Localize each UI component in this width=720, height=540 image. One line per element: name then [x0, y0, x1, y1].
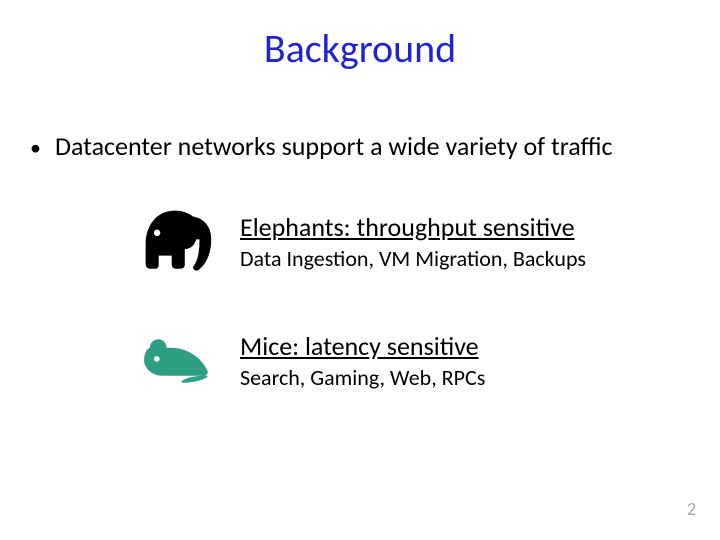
page-number: 2 [687, 498, 696, 520]
slide-title: Background [0, 24, 720, 73]
mice-sub: Search, Gaming, Web, RPCs [240, 364, 485, 391]
elephant-icon [130, 210, 220, 272]
slide: Background • Datacenter networks support… [0, 0, 720, 540]
elephants-sub: Data Ingestion, VM Migration, Backups [240, 245, 586, 272]
item-elephants: Elephants: throughput sensitive Data Ing… [130, 210, 586, 272]
bullet-text: Datacenter networks support a wide varie… [55, 130, 613, 162]
item-mice: Mice: latency sensitive Search, Gaming, … [130, 330, 485, 391]
mice-heading: Mice: latency sensitive [240, 330, 485, 362]
elephants-heading: Elephants: throughput sensitive [240, 211, 586, 243]
mouse-icon [130, 339, 220, 383]
bullet-dot: • [30, 137, 41, 159]
elephants-text: Elephants: throughput sensitive Data Ing… [240, 211, 586, 272]
bullet-row: • Datacenter networks support a wide var… [30, 130, 613, 162]
mice-text: Mice: latency sensitive Search, Gaming, … [240, 330, 485, 391]
